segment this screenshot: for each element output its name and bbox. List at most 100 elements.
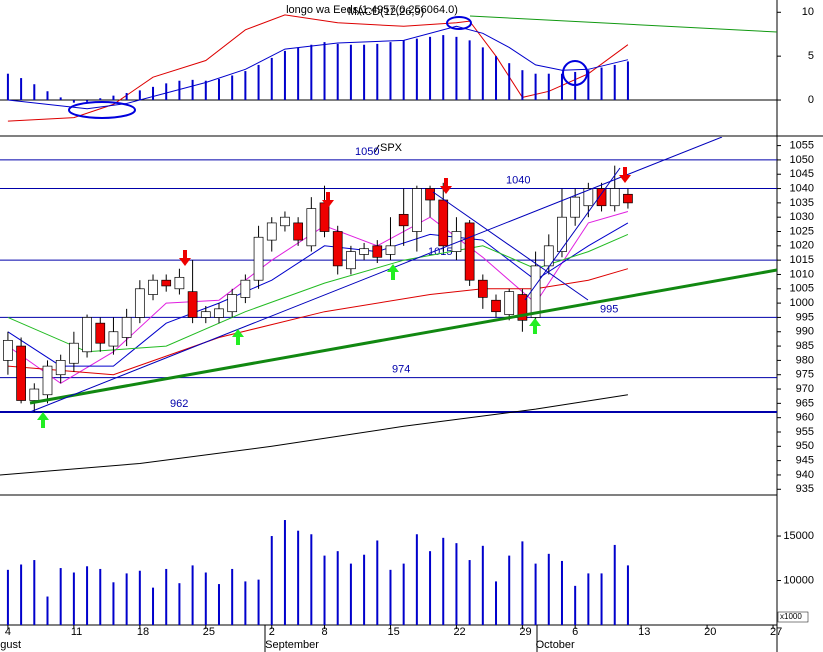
buy-arrow — [37, 412, 49, 428]
bar — [560, 560, 563, 625]
sell-arrow — [179, 250, 191, 266]
bar — [455, 543, 458, 625]
y-tick-label: 1045 — [790, 168, 814, 180]
x-tick-label: 8 — [322, 626, 328, 638]
bar — [99, 98, 102, 101]
buy-arrow — [529, 318, 541, 334]
chart-title: longo wa Eeds(1.4957(0.256064.0) — [286, 4, 458, 16]
candle-body — [583, 188, 594, 207]
bar — [283, 520, 286, 625]
indicator-line — [7, 268, 629, 376]
macd-annotations — [68, 15, 777, 119]
bar — [165, 568, 168, 625]
y-tick-label: 5 — [808, 50, 814, 62]
level-label: 1040 — [506, 174, 530, 186]
candle-body — [200, 311, 211, 318]
candle-body — [570, 196, 581, 218]
symbol-label: SPX — [380, 142, 403, 154]
axis: 935 940 945 950 955 960 965 970 975 980 985 990 995 1… — [777, 139, 814, 495]
bar — [99, 568, 102, 625]
bar — [112, 95, 115, 101]
bar — [310, 44, 313, 101]
bar — [363, 44, 366, 101]
candle-body — [108, 331, 119, 347]
candle-body — [530, 265, 541, 318]
y-tick-label: 1040 — [790, 182, 814, 194]
candle-body — [543, 245, 554, 267]
y-tick-label: 995 — [796, 311, 814, 323]
highlight-ellipse — [446, 16, 472, 30]
month-label: October — [536, 639, 575, 651]
symbol-mark — [374, 144, 380, 153]
y-tick-label: 1030 — [790, 211, 814, 223]
candle-body — [517, 294, 528, 321]
candle-body — [69, 342, 79, 364]
bar — [244, 71, 247, 101]
x-tick-label: 15 — [387, 626, 399, 638]
trend-line — [29, 268, 777, 405]
bar — [626, 565, 629, 625]
bar — [231, 568, 234, 625]
candle-body — [346, 251, 356, 270]
candle-body — [504, 291, 515, 315]
x-tick-label: 22 — [453, 626, 465, 638]
y-tick-label: 15000 — [783, 530, 814, 542]
candle-body — [438, 199, 449, 247]
x-tick-label: 18 — [137, 626, 149, 638]
month-label: August — [0, 639, 21, 651]
bar — [547, 553, 550, 625]
y-tick-label: 1005 — [790, 283, 814, 295]
candle-body — [425, 188, 435, 201]
bar — [587, 573, 590, 625]
bar — [257, 64, 260, 101]
bar — [86, 100, 89, 102]
bar — [363, 554, 366, 625]
bar — [297, 530, 300, 625]
bar — [481, 47, 484, 101]
y-tick-label: 945 — [796, 455, 814, 467]
x-tick-label: 27 — [770, 626, 782, 638]
y-tick-label: 1020 — [790, 240, 814, 252]
bar — [626, 61, 629, 101]
bar — [152, 86, 155, 101]
candle-body — [557, 216, 567, 252]
bar — [349, 44, 352, 101]
bar — [72, 100, 75, 103]
y-tick-label: 1015 — [790, 254, 814, 266]
price-annotations — [29, 137, 777, 428]
buy-arrow — [387, 264, 399, 280]
bar — [138, 570, 141, 625]
level-label: 974 — [392, 363, 410, 375]
bar — [231, 75, 234, 101]
bar — [191, 79, 194, 101]
axis: 0 5 10 — [777, 6, 814, 106]
bar — [20, 564, 23, 625]
buy-arrows — [37, 264, 541, 428]
candle-body — [95, 322, 106, 344]
bar — [402, 563, 405, 625]
bar — [429, 551, 432, 625]
bar — [138, 90, 141, 101]
bar — [270, 57, 273, 101]
bar — [297, 47, 300, 101]
bar — [59, 97, 62, 101]
candle-body — [306, 208, 317, 247]
trend-line — [432, 191, 589, 301]
candle-body — [464, 222, 475, 281]
level-label: 1050 — [355, 146, 379, 158]
panel: 1050 1040 1015 995 974 962 — [0, 146, 777, 476]
bar — [600, 573, 603, 625]
highlight-ellipse — [68, 101, 136, 119]
bar — [125, 93, 128, 101]
y-tick-label: 1050 — [790, 154, 814, 166]
candle-body — [42, 365, 53, 396]
bar — [534, 73, 537, 101]
candle-body — [82, 317, 92, 353]
bar — [349, 563, 352, 625]
bar — [415, 38, 418, 101]
bar — [547, 73, 550, 101]
level-label: 962 — [170, 398, 188, 410]
sell-arrow — [619, 167, 631, 183]
candle-body — [227, 294, 238, 313]
